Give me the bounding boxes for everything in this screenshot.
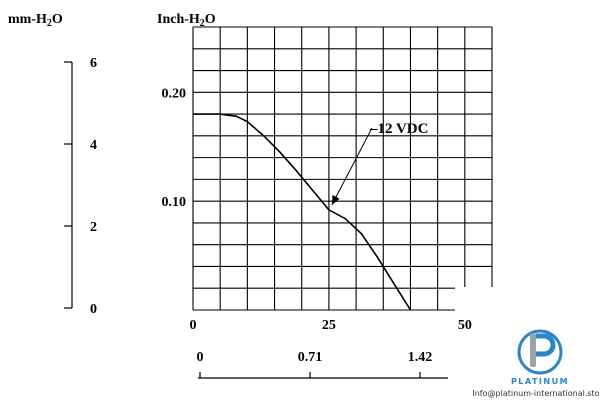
right-axis-title-suffix: O (205, 12, 216, 27)
secondary-x-tick-label: 0 (197, 350, 204, 365)
secondary-x-tick-label: 1.42 (408, 350, 433, 365)
platinum-logo: PLATINUM Info@platinum-international.sto… (472, 329, 600, 398)
right-axis-title-sub: 2 (200, 18, 205, 29)
primary-x-tick-label: 0 (190, 318, 197, 333)
logo-email-text: Info@platinum-international.store (472, 389, 600, 398)
mm-tick-label: 0 (90, 302, 97, 317)
annotation-text: 12 VDC (378, 121, 429, 137)
primary-x-tick-labels: 0 25 50 (190, 318, 472, 333)
inch-axis-tick-labels: 0.10 0.20 (162, 86, 187, 210)
plot-grid (192, 26, 495, 313)
annotation-arrowhead (331, 195, 340, 205)
secondary-x-tick-label: 0.71 (298, 350, 323, 365)
logo-ring (517, 329, 563, 375)
inch-tick-label: 0.10 (162, 195, 187, 210)
secondary-x-axis: 0 0.71 1.42 (197, 350, 448, 379)
left-axis-title-prefix: mm-H (8, 12, 47, 27)
mm-tick-label: 2 (90, 220, 97, 235)
annotation-leader-line (331, 127, 373, 206)
logo-brand-text: PLATINUM (511, 377, 569, 386)
left-axis-ticks: 0 2 4 6 (64, 56, 97, 317)
logo-stem (530, 333, 536, 367)
left-axis-title: mm-H2O (8, 12, 63, 29)
left-axis-title-sub: 2 (47, 18, 52, 29)
inch-tick-label: 0.20 (162, 86, 187, 101)
logo-bowl (536, 333, 556, 357)
left-axis-title-suffix: O (52, 12, 63, 27)
right-axis-title-prefix: Inch-H (157, 12, 200, 27)
mm-tick-label: 6 (90, 56, 97, 71)
mm-tick-label: 4 (90, 138, 97, 153)
primary-x-tick-label: 50 (458, 318, 472, 333)
series-line-12vdc (193, 113, 412, 311)
grid-mask (455, 287, 495, 313)
primary-x-tick-label: 25 (322, 318, 336, 333)
annotation-label: –12 VDC (369, 121, 428, 137)
right-axis-title: Inch-H2O (157, 12, 216, 29)
